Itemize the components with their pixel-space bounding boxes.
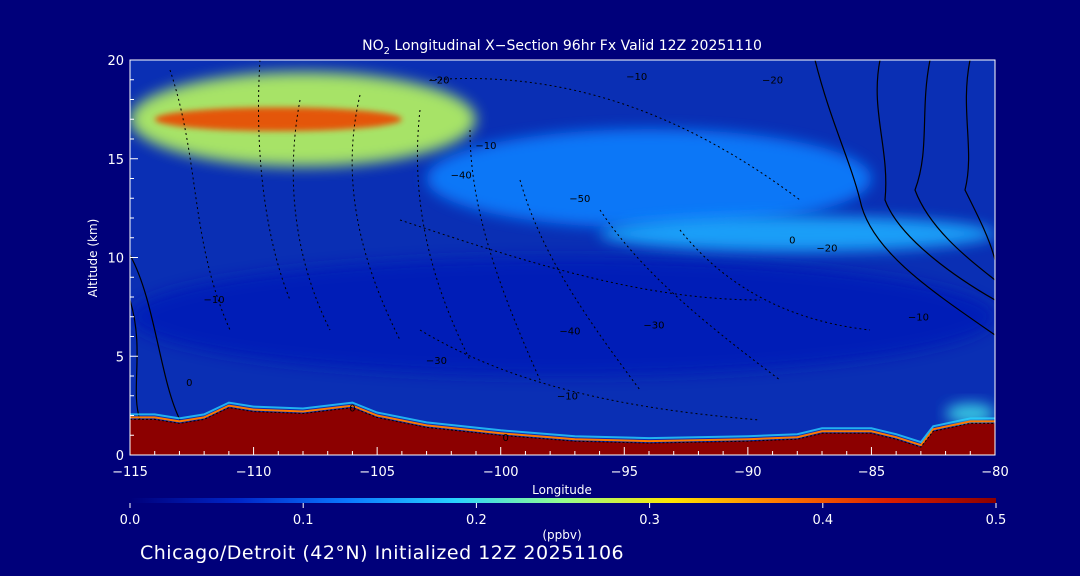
colorbar-tick-label: 0.0 [120, 513, 141, 528]
contour-dashed-4 [469, 129, 541, 381]
contour-label: −10 [475, 141, 496, 152]
colorbar-units-label: (ppbv) [542, 528, 581, 542]
contour-label: −10 [626, 72, 647, 83]
contour-dashed-7 [679, 229, 871, 331]
contour-label: −10 [203, 295, 224, 306]
contour-label: 0 [349, 404, 355, 415]
contour-dashed-0 [258, 60, 291, 301]
contour-dashed-1 [292, 99, 331, 331]
colorbar-tick-label: 0.5 [986, 513, 1007, 528]
contour-label: −30 [643, 321, 664, 332]
y-tick-label: 0 [116, 449, 124, 464]
contour-label: 0 [186, 378, 192, 389]
x-tick-label: −80 [981, 465, 1008, 480]
contour-label: −20 [428, 76, 449, 87]
x-tick-label: −90 [734, 465, 761, 480]
y-axis: 0 5 10 15 20 [107, 54, 138, 464]
colorbar-tick-label: 0.1 [293, 513, 314, 528]
contour-solid-3 [964, 60, 995, 261]
contour-dashed-5 [519, 179, 641, 391]
x-tick-label: −100 [483, 465, 519, 480]
contour-label: 0 [789, 236, 795, 247]
contour-dashed-9 [399, 219, 761, 301]
contour-solid-0 [814, 60, 995, 336]
terrain-edge [130, 401, 995, 444]
contour-solid-2 [914, 60, 995, 281]
concentration-band-2 [599, 216, 995, 252]
x-axis: −115 −110 −105 −100 −95 −90 −85 −80 [112, 447, 1009, 480]
x-tick-label: −110 [236, 465, 272, 480]
contour-label: 0 [502, 433, 508, 444]
contour-dashed-11 [429, 78, 801, 201]
terrain-glow [130, 404, 995, 447]
init-caption: Chicago/Detroit (42°N) Initialized 12Z 2… [140, 542, 625, 564]
concentration-bands [130, 71, 995, 424]
plot-area: −20 −10 −10 −40 −50 −20 −10 −40 −30 −30 −10 −10 0 0 0 0… [130, 60, 995, 455]
colorbar-gradient [130, 498, 996, 503]
concentration-band-1 [426, 129, 872, 228]
temperature-contours [130, 60, 995, 421]
terrain-outline [130, 407, 995, 448]
x-tick-label: −85 [858, 465, 885, 480]
contour-label: −50 [569, 194, 590, 205]
y-tick-label: 10 [107, 252, 124, 267]
contour-label: −30 [426, 356, 447, 367]
contour-solid-1 [876, 60, 995, 301]
colorbar: 0.0 0.1 0.2 0.3 0.4 0.5 (ppbv) [120, 498, 1007, 542]
contour-label: −10 [908, 313, 929, 324]
contour-label: −20 [816, 244, 837, 255]
concentration-band-5 [154, 107, 402, 132]
colorbar-tick-label: 0.2 [466, 513, 487, 528]
contour-label: −40 [559, 327, 580, 338]
contour-labels: −20 −10 −10 −40 −50 −20 −10 −40 −30 −30 −10 −10 0 0 0 0… [186, 72, 929, 444]
y-tick-label: 15 [107, 153, 124, 168]
contour-solid-4 [130, 254, 181, 421]
contour-dashed-10 [419, 329, 761, 421]
chart-title: NO2 Longitudinal X−Section 96hr Fx Valid… [362, 38, 762, 57]
concentration-band-0 [130, 257, 995, 376]
colorbar-tick-label: 0.3 [639, 513, 660, 528]
x-axis-label: Longitude [532, 483, 592, 497]
y-axis-label: Altitude (km) [86, 219, 100, 298]
x-tick-label: −115 [112, 465, 148, 480]
contour-dashed-2 [351, 94, 401, 341]
colorbar-tick-label: 0.4 [812, 513, 833, 528]
x-tick-label: −105 [359, 465, 395, 480]
y-tick-label: 20 [107, 54, 124, 69]
colorbar-ticks: 0.0 0.1 0.2 0.3 0.4 0.5 [120, 503, 1007, 528]
terrain-surface [130, 401, 995, 455]
contour-label: −20 [762, 76, 783, 87]
x-tick-label: −95 [611, 465, 638, 480]
contour-label: −10 [557, 392, 578, 403]
contour-dashed-8 [169, 69, 231, 331]
contour-label: −40 [451, 171, 472, 182]
terrain-fill [130, 407, 995, 455]
y-tick-label: 5 [116, 350, 124, 365]
